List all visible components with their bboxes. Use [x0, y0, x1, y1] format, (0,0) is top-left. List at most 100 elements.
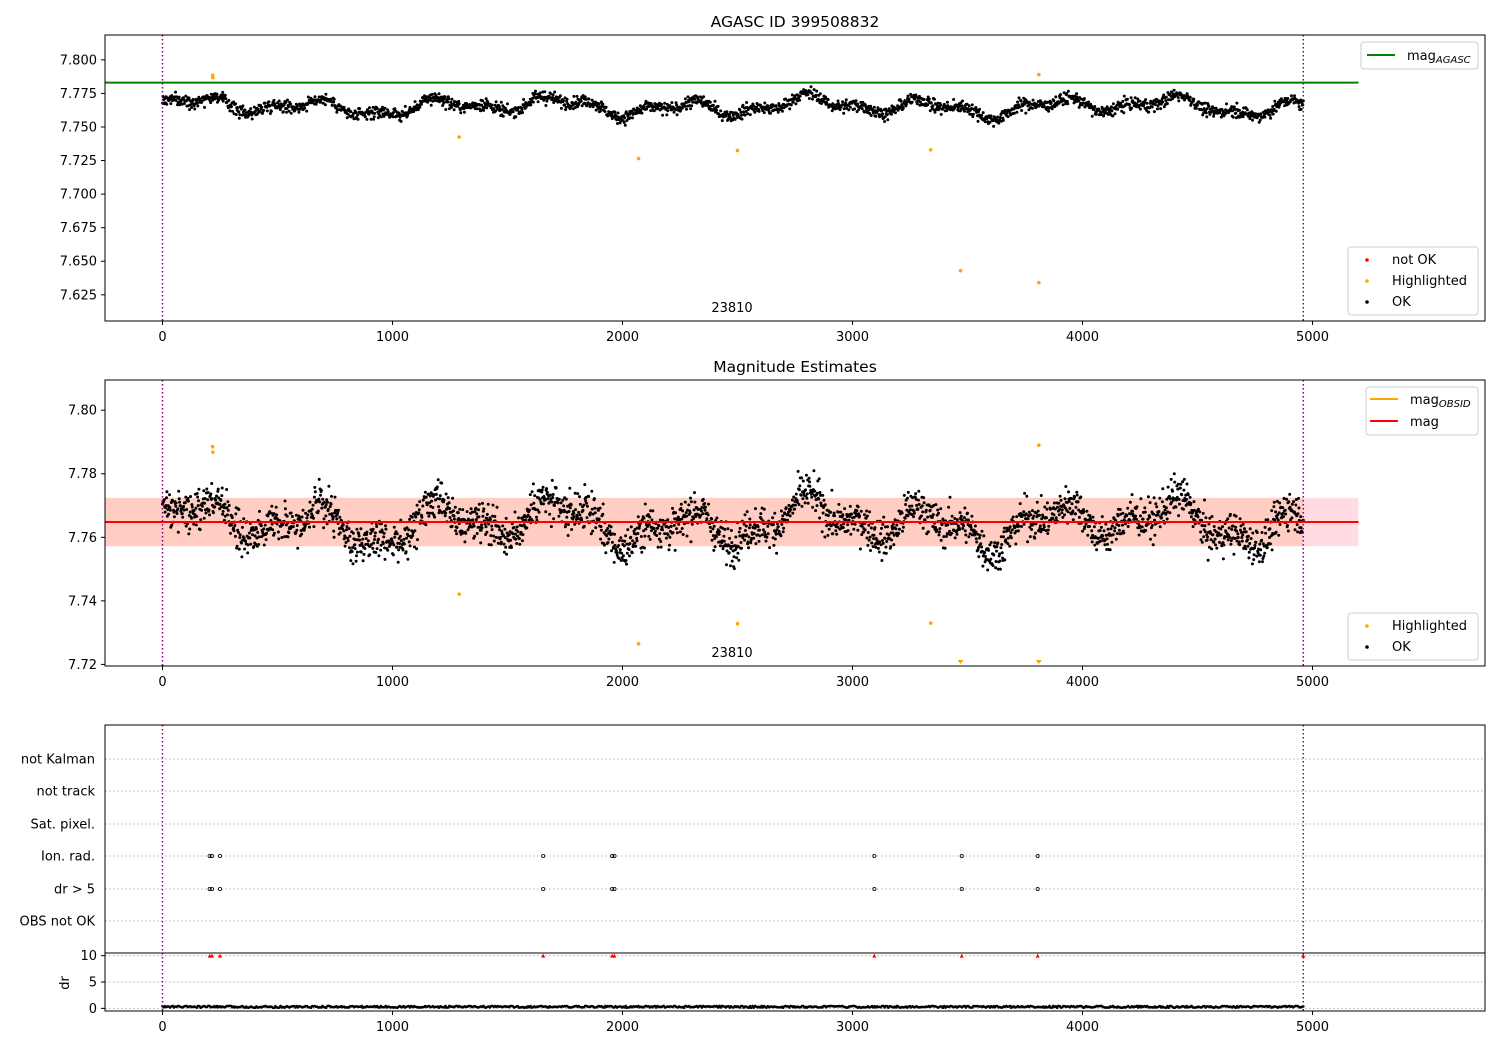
- ok-point: [428, 494, 432, 498]
- ok-point: [323, 103, 327, 107]
- ok-point: [437, 505, 441, 509]
- ok-point: [734, 535, 738, 539]
- ok-point: [486, 502, 490, 506]
- ok-point: [624, 559, 628, 562]
- ok-point: [934, 503, 938, 507]
- ok-point: [1299, 515, 1303, 519]
- ok-point: [344, 528, 348, 532]
- ok-point: [916, 498, 920, 502]
- ok-point: [431, 506, 435, 509]
- ok-point: [694, 515, 698, 518]
- ok-point: [384, 527, 388, 531]
- ok-point: [1042, 525, 1046, 529]
- ok-point: [717, 112, 721, 116]
- ok-point: [604, 105, 608, 109]
- x-tick-label: 2000: [606, 675, 639, 690]
- ok-point: [1282, 496, 1286, 500]
- ok-point: [1041, 528, 1045, 532]
- ok-point: [244, 539, 247, 543]
- ok-point: [365, 530, 369, 534]
- x-tick-label: 3000: [836, 330, 869, 345]
- ok-point: [262, 108, 266, 112]
- ok-point: [708, 100, 712, 104]
- ok-point: [1088, 514, 1092, 518]
- ok-point: [501, 524, 505, 528]
- ok-point: [901, 529, 904, 533]
- ok-point: [176, 100, 180, 104]
- ok-point: [317, 497, 321, 501]
- ok-point: [666, 109, 670, 113]
- ok-point: [679, 502, 683, 506]
- ok-point: [272, 98, 276, 102]
- ok-point: [427, 501, 431, 505]
- ok-point: [1293, 94, 1296, 98]
- ok-point: [450, 97, 454, 101]
- ok-point: [708, 525, 712, 529]
- ok-point: [1283, 104, 1287, 108]
- ok-point: [1230, 528, 1234, 531]
- ok-point: [1031, 106, 1034, 110]
- ok-point: [538, 498, 542, 501]
- ok-point: [1234, 514, 1238, 518]
- ok-point: [1185, 482, 1189, 486]
- ok-point: [333, 511, 337, 515]
- ok-point: [567, 510, 571, 513]
- ok-point: [324, 514, 328, 518]
- ok-point: [1034, 531, 1037, 535]
- ok-point: [812, 469, 816, 473]
- ok-point: [313, 490, 317, 494]
- ok-point: [674, 108, 678, 112]
- ok-point: [683, 500, 687, 504]
- ok-point: [1022, 522, 1026, 526]
- ok-point: [733, 117, 737, 121]
- ok-point: [189, 495, 193, 498]
- ok-point: [775, 528, 779, 532]
- ok-point: [691, 100, 695, 104]
- ok-point: [377, 554, 381, 558]
- ok-point: [373, 111, 377, 115]
- ok-point: [313, 95, 317, 99]
- ok-point: [855, 514, 858, 518]
- ok-point: [1122, 531, 1126, 535]
- ok-point: [319, 488, 323, 492]
- ok-point: [348, 534, 352, 538]
- ok-point: [930, 515, 934, 519]
- ok-point: [448, 507, 452, 510]
- ok-point: [622, 121, 626, 124]
- ok-point: [217, 99, 220, 102]
- ok-point: [1094, 112, 1098, 116]
- ok-point: [620, 551, 624, 555]
- ok-point: [887, 533, 891, 537]
- ok-point: [1211, 533, 1215, 537]
- ok-point: [914, 95, 918, 99]
- ok-point: [452, 108, 456, 112]
- ok-point: [997, 121, 1001, 125]
- ok-point: [554, 486, 558, 490]
- ok-point: [884, 551, 888, 555]
- ok-point: [333, 495, 337, 499]
- ok-point: [1152, 512, 1156, 516]
- ok-point: [1261, 560, 1264, 564]
- ok-point: [906, 514, 910, 518]
- ok-point: [1088, 525, 1091, 528]
- ok-point: [664, 536, 668, 540]
- ok-point: [939, 103, 943, 107]
- ok-point: [349, 110, 353, 114]
- ok-point: [765, 535, 769, 539]
- ok-point: [371, 105, 375, 109]
- ok-point: [1143, 510, 1147, 514]
- ok-point: [1169, 477, 1173, 481]
- ok-point: [1100, 515, 1104, 519]
- ok-point: [1001, 116, 1005, 120]
- ok-point: [939, 538, 943, 542]
- ok-point: [1206, 535, 1210, 539]
- ok-point: [841, 513, 845, 517]
- ok-point: [219, 505, 223, 509]
- ok-point: [254, 527, 258, 531]
- ok-point: [1160, 500, 1164, 504]
- ok-point: [265, 105, 269, 109]
- ok-point: [657, 537, 661, 541]
- ok-point: [349, 559, 353, 563]
- ok-point: [1196, 515, 1200, 519]
- ok-point: [489, 543, 493, 547]
